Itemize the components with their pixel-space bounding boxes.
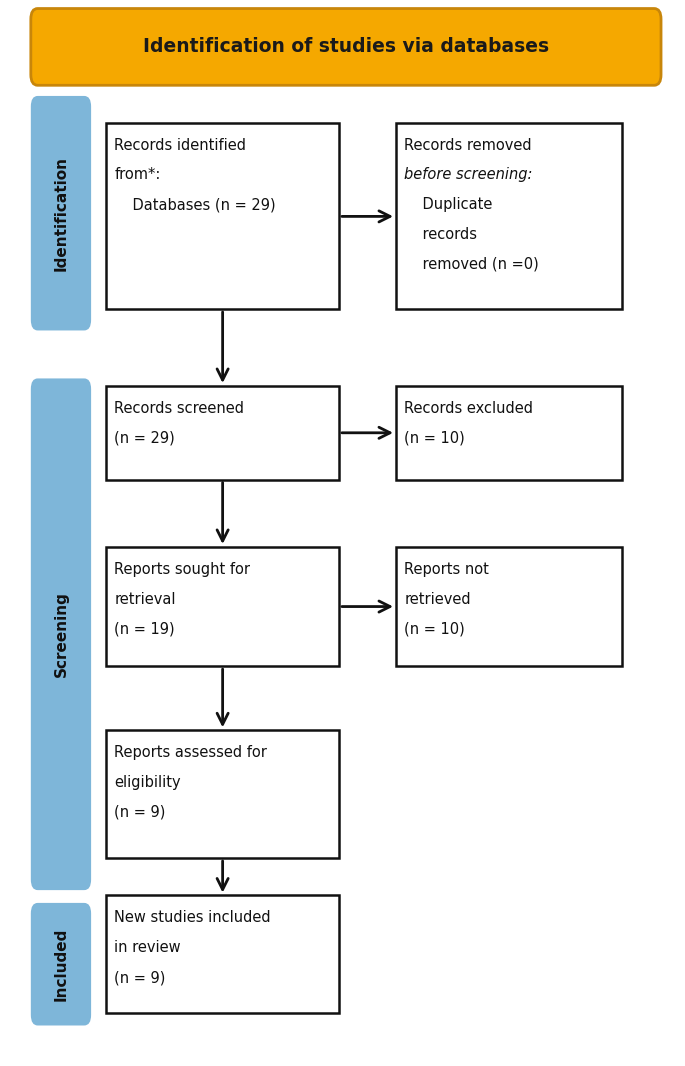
- Text: Reports assessed for: Reports assessed for: [114, 745, 267, 760]
- Text: (n = 9): (n = 9): [114, 805, 166, 820]
- Text: Reports not: Reports not: [404, 562, 489, 577]
- Text: Records removed: Records removed: [404, 138, 532, 152]
- Bar: [106, 547, 339, 666]
- Text: Identification of studies via databases: Identification of studies via databases: [143, 37, 549, 56]
- Text: retrieval: retrieval: [114, 592, 176, 607]
- Text: Records identified: Records identified: [114, 138, 247, 152]
- FancyBboxPatch shape: [31, 378, 91, 890]
- Text: Records excluded: Records excluded: [404, 401, 533, 416]
- Bar: [106, 386, 339, 480]
- Bar: [106, 123, 339, 309]
- Text: eligibility: eligibility: [114, 775, 181, 790]
- Bar: [106, 730, 339, 858]
- Text: (n = 19): (n = 19): [114, 621, 175, 636]
- Bar: [396, 386, 622, 480]
- Text: (n = 10): (n = 10): [404, 621, 465, 636]
- Text: retrieved: retrieved: [404, 592, 471, 607]
- Text: removed (n =0): removed (n =0): [404, 257, 539, 272]
- Text: Screening: Screening: [53, 592, 68, 677]
- Text: (n = 9): (n = 9): [114, 970, 166, 985]
- Text: in review: in review: [114, 940, 181, 955]
- Text: (n = 29): (n = 29): [114, 431, 175, 446]
- FancyBboxPatch shape: [31, 903, 91, 1025]
- Text: before screening:: before screening:: [404, 167, 532, 182]
- Text: Records screened: Records screened: [114, 401, 245, 416]
- Text: from*:: from*:: [114, 167, 161, 182]
- Text: Included: Included: [53, 927, 68, 1001]
- Text: Duplicate: Duplicate: [404, 197, 493, 212]
- Text: Databases (n = 29): Databases (n = 29): [114, 197, 276, 212]
- Bar: [106, 895, 339, 1013]
- Text: Reports sought for: Reports sought for: [114, 562, 251, 577]
- FancyBboxPatch shape: [31, 9, 661, 85]
- Bar: [396, 123, 622, 309]
- Text: New studies included: New studies included: [114, 910, 271, 925]
- Bar: [396, 547, 622, 666]
- Text: Identification: Identification: [53, 156, 68, 271]
- Text: records: records: [404, 227, 477, 242]
- Text: (n = 10): (n = 10): [404, 431, 465, 446]
- FancyBboxPatch shape: [31, 96, 91, 330]
